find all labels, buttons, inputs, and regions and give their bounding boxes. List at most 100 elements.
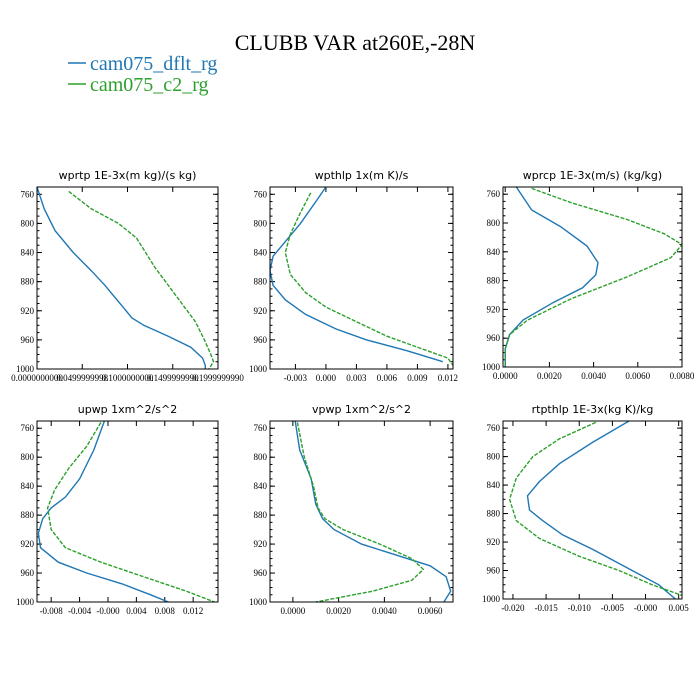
series-line-c2 — [68, 190, 215, 369]
y-tick-label: 960 — [21, 335, 35, 345]
panel-title: wprtp 1E-3x(m kg)/(s kg) — [59, 169, 197, 182]
x-tick-label: 0.0020 — [537, 371, 562, 381]
x-tick-label: 0.012 — [438, 373, 458, 383]
y-tick-label: 840 — [21, 481, 35, 491]
x-tick-label: 0.006 — [377, 373, 398, 383]
series-line-c2 — [504, 187, 682, 367]
series-line-dflt — [37, 187, 207, 369]
y-tick-label: 920 — [254, 539, 268, 549]
x-tick-label: -0.003 — [284, 373, 308, 383]
panel-2: wprcp 1E-3x(m/s) (kg/kg) 760 800 840 880 920 9… — [482, 169, 695, 381]
series-line-c2 — [284, 192, 453, 366]
panel-title: wpthlp 1x(m K)/s — [315, 169, 409, 182]
panel-frame — [36, 420, 219, 603]
series-line-dflt — [37, 421, 169, 602]
y-tick-label: 1000 — [482, 594, 501, 604]
y-tick-label: 920 — [21, 539, 35, 549]
x-tick-label: 0.004 — [126, 606, 147, 616]
x-tick-label: 0.0000 — [281, 606, 306, 616]
x-tick-label: 0.0000000000 — [11, 373, 63, 383]
y-tick-label: 920 — [487, 304, 501, 314]
x-tick-label: -0.015 — [534, 603, 558, 613]
figure-title: CLUBB VAR at260E,-28N — [235, 30, 476, 55]
y-tick-label: 1000 — [16, 364, 35, 374]
y-tick-label: 840 — [487, 247, 501, 257]
y-tick-label: 960 — [487, 333, 501, 343]
panel-0: wprtp 1E-3x(m kg)/(s kg) 760 800 840 880 920 9… — [11, 169, 244, 383]
x-tick-label: -0.020 — [501, 603, 525, 613]
y-tick-label: 760 — [21, 423, 35, 433]
y-tick-label: 840 — [21, 248, 35, 258]
y-tick-label: 1000 — [16, 597, 35, 607]
x-tick-label: 0.012 — [183, 606, 203, 616]
x-tick-label: 0.0040 — [581, 371, 606, 381]
panel-4: vpwp 1xm^2/s^2 760 800 840 880 920 960 1000 0.00… — [249, 403, 454, 616]
x-tick-label: 0.1499999990 — [147, 373, 199, 383]
y-tick-label: 880 — [254, 510, 268, 520]
y-tick-label: 920 — [487, 537, 501, 547]
y-tick-label: 840 — [487, 480, 501, 490]
y-tick-label: 920 — [254, 306, 268, 316]
legend-label-c2: cam075_c2_rg — [90, 74, 209, 96]
panel-frame — [502, 186, 683, 368]
x-tick-label: 0.0020 — [326, 606, 351, 616]
x-tick-label: -0.008 — [40, 606, 64, 616]
x-tick-label: 0.0080 — [670, 371, 695, 381]
y-tick-label: 1000 — [482, 362, 501, 372]
y-tick-label: 960 — [487, 566, 501, 576]
y-tick-label: 800 — [21, 452, 35, 462]
x-tick-label: 0.0060 — [418, 606, 443, 616]
x-tick-label: -0.005 — [601, 603, 625, 613]
series-line-c2 — [46, 422, 215, 602]
panel-title: vpwp 1xm^2/s^2 — [312, 403, 411, 416]
y-tick-label: 1000 — [249, 597, 268, 607]
x-tick-label: -0.004 — [68, 606, 92, 616]
x-tick-label: 0.009 — [407, 373, 428, 383]
series-line-dflt — [270, 187, 444, 363]
panel-title: wprcp 1E-3x(m/s) (kg/kg) — [523, 169, 662, 182]
y-tick-label: 800 — [487, 452, 501, 462]
panel-frame — [502, 420, 683, 600]
y-tick-label: 880 — [21, 510, 35, 520]
series-line-dflt — [526, 421, 676, 599]
y-tick-label: 880 — [21, 277, 35, 287]
x-tick-label: 0.0000 — [493, 371, 518, 381]
y-tick-label: 960 — [254, 335, 268, 345]
legend: cam075_dflt_rg cam075_c2_rg — [68, 53, 217, 96]
y-tick-label: 920 — [21, 306, 35, 316]
y-tick-label: 760 — [254, 423, 268, 433]
x-tick-label: -0.000 — [634, 603, 658, 613]
y-tick-label: 760 — [487, 423, 501, 433]
x-tick-label: -0.000 — [96, 606, 120, 616]
panel-title: upwp 1xm^2/s^2 — [78, 403, 178, 416]
x-tick-label: -0.010 — [568, 603, 592, 613]
panel-frame — [269, 186, 454, 370]
y-tick-label: 800 — [487, 218, 501, 228]
y-tick-label: 800 — [21, 218, 35, 228]
panel-1: wpthlp 1x(m K)/s 760 800 840 880 920 960 1000 -0… — [249, 169, 458, 383]
y-tick-label: 760 — [254, 189, 268, 199]
x-tick-label: 0.1000000000 — [102, 373, 154, 383]
y-tick-label: 880 — [254, 277, 268, 287]
panel-5: rtpthlp 1E-3x(kg K)/kg 760 800 840 880 920 960… — [482, 403, 689, 613]
panel-frame — [269, 420, 454, 603]
x-tick-label: 0.008 — [155, 606, 176, 616]
panel-grid: wprtp 1E-3x(m kg)/(s kg) 760 800 840 880 920 9… — [11, 169, 695, 616]
panel-title: rtpthlp 1E-3x(kg K)/kg — [532, 403, 654, 416]
x-tick-label: 0.0040 — [372, 606, 397, 616]
y-tick-label: 960 — [254, 568, 268, 578]
series-line-c2 — [508, 421, 682, 597]
x-tick-label: 0.0499999998 — [56, 373, 108, 383]
y-tick-label: 840 — [254, 481, 268, 491]
legend-label-dflt: cam075_dflt_rg — [90, 53, 217, 75]
y-tick-label: 960 — [21, 568, 35, 578]
x-tick-label: 0.0060 — [625, 371, 650, 381]
y-tick-label: 840 — [254, 248, 268, 258]
y-tick-label: 760 — [21, 189, 35, 199]
panel-3: upwp 1xm^2/s^2 760 800 840 880 920 960 1000 -0.0… — [16, 403, 219, 616]
y-tick-label: 800 — [254, 452, 268, 462]
x-tick-label: 0.003 — [346, 373, 367, 383]
y-tick-label: 1000 — [249, 364, 268, 374]
